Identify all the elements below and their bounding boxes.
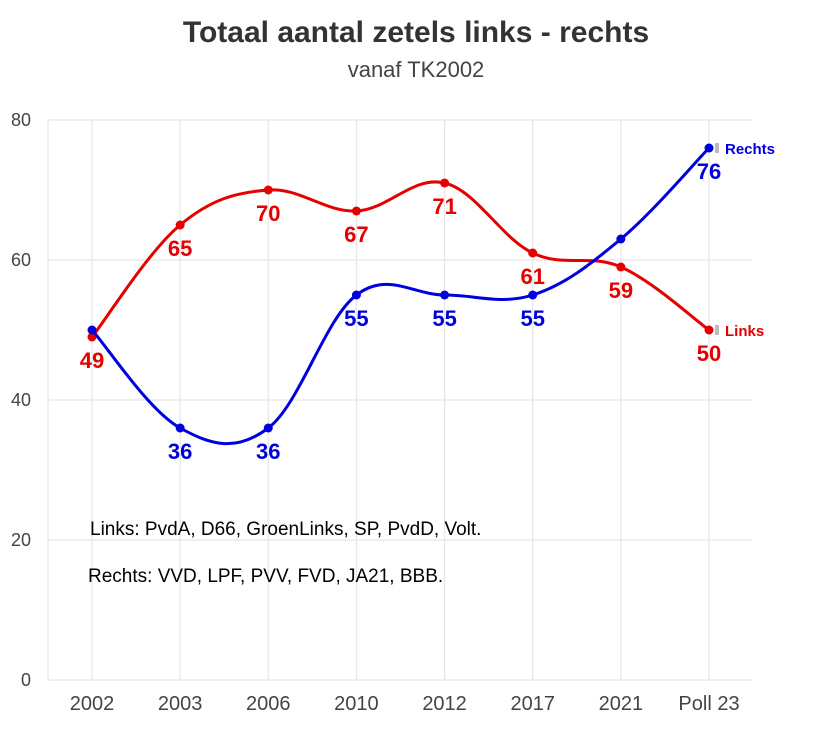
data-point-links [704, 325, 714, 335]
y-tick-label: 20 [11, 530, 31, 550]
data-label-links: 59 [609, 278, 633, 303]
data-label-links: 61 [520, 264, 544, 289]
data-point-links [351, 206, 361, 216]
x-tick-label: 2006 [246, 693, 291, 715]
series-name-rechts: Rechts [725, 141, 775, 158]
series-end-marker-rechts [715, 143, 719, 153]
y-tick-label: 0 [21, 670, 31, 690]
data-point-rechts [351, 290, 361, 300]
data-label-links: 49 [80, 348, 104, 373]
data-label-rechts: 55 [520, 306, 544, 331]
annotations: Links: PvdA, D66, GroenLinks, SP, PvdD, … [88, 519, 481, 587]
data-label-links: 71 [432, 194, 456, 219]
series-layer [87, 143, 719, 446]
data-point-links [175, 220, 185, 230]
x-tick-label: 2012 [422, 693, 467, 715]
y-tick-label: 80 [11, 110, 31, 130]
x-tick-label: 2021 [599, 693, 644, 715]
data-label-rechts: 76 [697, 159, 721, 184]
data-label-rechts: 36 [168, 439, 192, 464]
x-tick-label: 2002 [70, 693, 115, 715]
series-name-links: Links [725, 323, 764, 340]
chart-subtitle: vanaf TK2002 [348, 57, 485, 82]
y-tick-label: 40 [11, 390, 31, 410]
data-point-links [616, 262, 626, 272]
y-tick-label: 60 [11, 250, 31, 270]
data-label-links: 67 [344, 222, 368, 247]
grid-lines [47, 119, 752, 681]
data-point-rechts [616, 234, 626, 244]
data-label-links: 50 [697, 341, 721, 366]
annotation-links: Links: PvdA, D66, GroenLinks, SP, PvdD, … [90, 519, 481, 540]
annotation-rechts: Rechts: VVD, LPF, PVV, FVD, JA21, BBB. [88, 566, 443, 587]
data-point-links [263, 185, 273, 195]
data-point-rechts [704, 143, 714, 153]
data-label-rechts: 55 [432, 306, 456, 331]
data-point-rechts [87, 325, 97, 335]
data-point-rechts [175, 423, 185, 433]
data-point-links [528, 248, 538, 258]
data-label-links: 65 [168, 236, 192, 261]
data-point-rechts [440, 290, 450, 300]
data-label-rechts: 55 [344, 306, 368, 331]
chart-title: Totaal aantal zetels links - rechts [183, 16, 649, 49]
series-end-marker-links [715, 325, 719, 335]
data-point-rechts [263, 423, 273, 433]
data-point-links [440, 178, 450, 188]
data-label-rechts: 36 [256, 439, 280, 464]
x-tick-label: 2017 [510, 693, 555, 715]
series-line-rechts [90, 146, 711, 446]
x-tick-label: 2003 [158, 693, 203, 715]
x-tick-label: 2010 [334, 693, 379, 715]
x-tick-label: Poll 23 [678, 693, 739, 715]
data-label-links: 70 [256, 201, 280, 226]
axis-labels: 0 20 40 60 80 2002 2003 2006 2010 2012 2017 2021 Pol… [11, 110, 740, 715]
data-point-rechts [528, 290, 538, 300]
